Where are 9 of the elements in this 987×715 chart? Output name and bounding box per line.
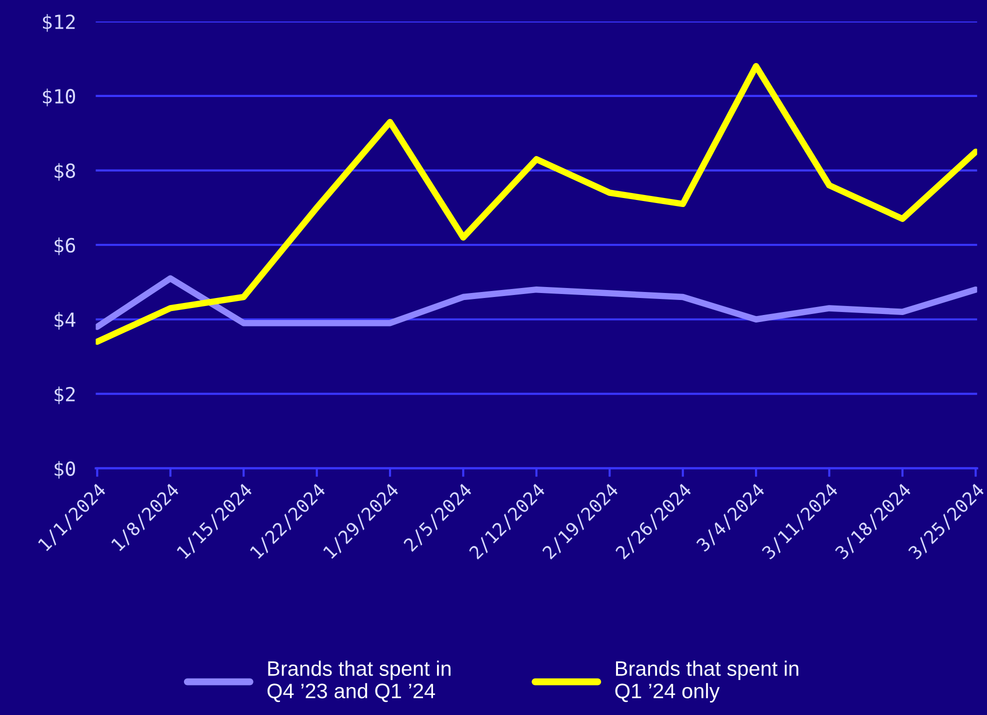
- y-tick-label: $8: [54, 163, 76, 181]
- legend-label: Brands that spent in Q1 ’24 only: [615, 660, 798, 702]
- y-tick-label: $12: [42, 14, 75, 32]
- y-tick-label: $6: [54, 238, 76, 256]
- y-tick-label: $0: [54, 460, 76, 479]
- legend-label: Brands that spent in Q4 ’23 and Q1 ’24: [268, 660, 450, 702]
- y-tick-label: $2: [54, 386, 75, 404]
- y-tick-label: $4: [54, 312, 76, 330]
- y-tick-label: $10: [42, 88, 76, 106]
